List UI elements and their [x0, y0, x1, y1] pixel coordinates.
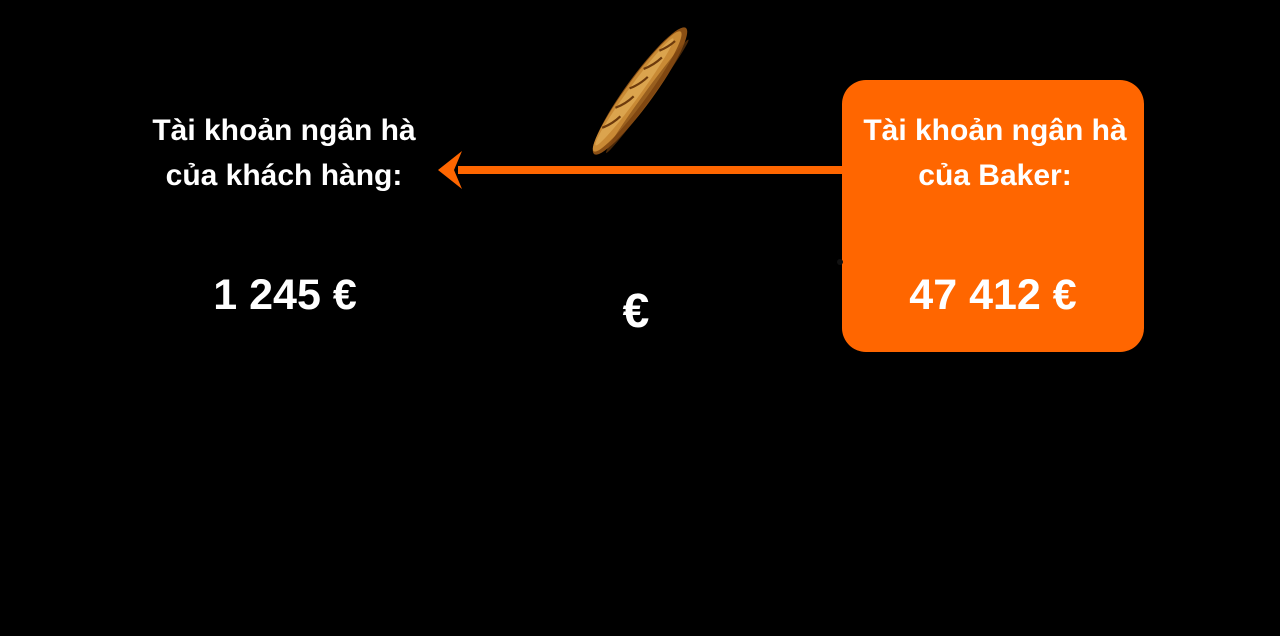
transfer-arrow: [438, 151, 842, 189]
connector-dot: [837, 259, 843, 265]
baker-account-label: Tài khoản ngân hà của Baker:: [863, 114, 1127, 192]
baker-account-balance: 47 412 €: [909, 271, 1077, 319]
baker-account-box: [842, 80, 1144, 352]
customer-account-balance: 1 245 €: [213, 271, 357, 319]
baguette-icon: [592, 27, 689, 155]
customer-account-label: Tài khoản ngân hà của khách hàng:: [152, 114, 416, 192]
euro-symbol: €: [622, 285, 650, 338]
